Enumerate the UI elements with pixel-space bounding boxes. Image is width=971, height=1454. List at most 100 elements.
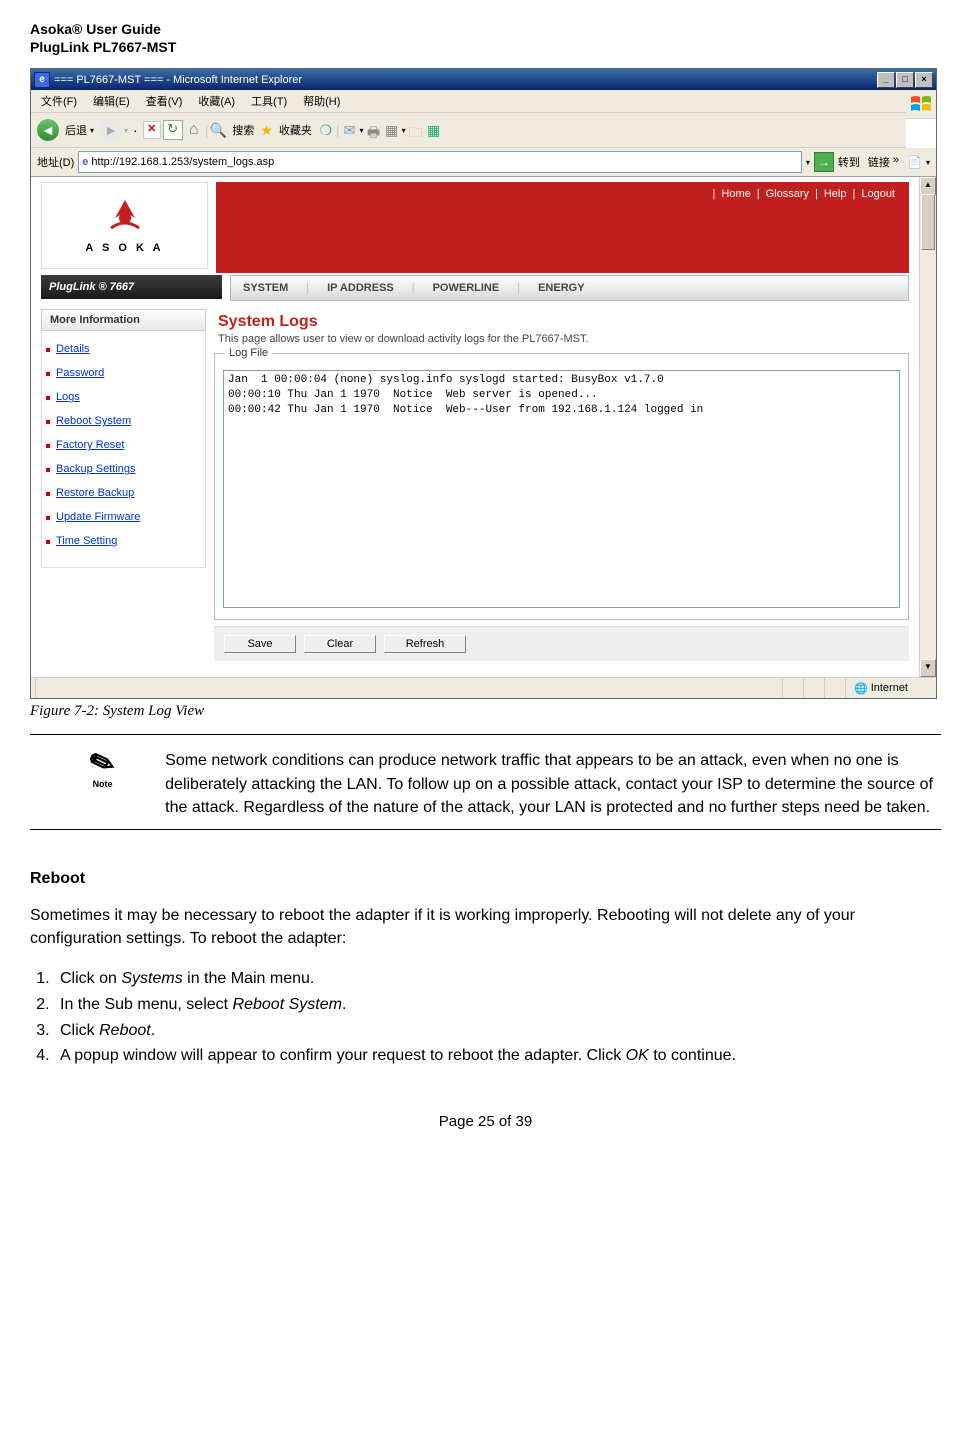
back-button[interactable]: 后退 ▾	[61, 120, 98, 140]
main-panel: System Logs This page allows user to vie…	[214, 309, 909, 661]
page-footer: Page 25 of 39	[30, 1113, 941, 1130]
step-2: In the Sub menu, select Reboot System.	[54, 992, 941, 1018]
address-bar: 地址(D) e http://192.168.1.253/system_logs…	[31, 148, 936, 177]
note-icon: ✎ Note	[90, 749, 115, 789]
sidebar: More Information Details Password Logs R…	[41, 309, 206, 661]
product-badge: PlugLink ® 7667	[41, 275, 222, 299]
sidebar-item-logs[interactable]: Logs	[56, 385, 195, 409]
scroll-thumb[interactable]	[921, 194, 935, 250]
asoka-text: A S O K A	[85, 242, 163, 254]
links-label[interactable]: 链接 »	[864, 154, 903, 170]
tab-energy[interactable]: ENERGY	[538, 282, 584, 294]
sidebar-item-reboot[interactable]: Reboot System	[56, 409, 195, 433]
note-text: Some network conditions can produce netw…	[165, 749, 941, 819]
search-button[interactable]: 搜索	[228, 120, 258, 140]
menu-view[interactable]: 查看(V)	[142, 92, 187, 110]
separator	[30, 734, 941, 735]
tab-powerline[interactable]: POWERLINE	[433, 282, 500, 294]
go-label[interactable]: 转到	[838, 154, 860, 170]
browser-window: e === PL7667-MST === - Microsoft Interne…	[30, 68, 937, 699]
go-icon[interactable]: →	[814, 152, 834, 172]
window-title: === PL7667-MST === - Microsoft Internet …	[54, 74, 302, 86]
maximize-button[interactable]: □	[896, 72, 914, 88]
edit-icon[interactable]: ▦	[384, 122, 400, 138]
status-zone: 🌐 Internet	[845, 678, 916, 698]
page-description: This page allows user to view or downloa…	[218, 333, 909, 345]
sidebar-item-details[interactable]: Details	[56, 337, 195, 361]
page-title: System Logs	[218, 313, 909, 331]
step-3: Click Reboot.	[54, 1018, 941, 1044]
sidebar-title: More Information	[41, 309, 206, 331]
sidebar-item-backup[interactable]: Backup Settings	[56, 457, 195, 481]
sidebar-item-update[interactable]: Update Firmware	[56, 505, 195, 529]
print-icon[interactable]: 🖶	[366, 122, 382, 138]
minimize-button[interactable]: _	[877, 72, 895, 88]
mail-icon[interactable]: ✉	[342, 122, 358, 138]
doc-title-2: PlugLink PL7667-MST	[30, 38, 941, 56]
address-label: 地址(D)	[37, 154, 74, 170]
sidebar-item-factory[interactable]: Factory Reset	[56, 433, 195, 457]
stop-icon[interactable]: ✕	[143, 121, 161, 139]
back-icon[interactable]: ◄	[37, 119, 59, 141]
menu-help[interactable]: 帮助(H)	[299, 92, 344, 110]
clear-button[interactable]: Clear	[304, 635, 376, 653]
address-input[interactable]: e http://192.168.1.253/system_logs.asp	[78, 151, 802, 173]
window-titlebar: e === PL7667-MST === - Microsoft Interne…	[31, 69, 936, 90]
tab-system[interactable]: SYSTEM	[243, 282, 288, 294]
scroll-up-icon[interactable]: ▲	[920, 177, 936, 195]
vertical-scrollbar[interactable]: ▲ ▼	[919, 177, 936, 677]
log-file-group: Log File	[214, 353, 909, 620]
log-textarea[interactable]	[223, 370, 900, 608]
url-text: http://192.168.1.253/system_logs.asp	[91, 156, 274, 168]
nav-help[interactable]: Help	[824, 188, 847, 273]
reboot-steps: Click on Systems in the Main menu. In th…	[30, 966, 941, 1068]
media-icon[interactable]: ❍	[318, 122, 334, 138]
windows-logo-icon	[906, 90, 936, 119]
step-1: Click on Systems in the Main menu.	[54, 966, 941, 992]
forward-icon: ►	[100, 119, 122, 141]
nav-home[interactable]: Home	[721, 188, 750, 273]
menu-file[interactable]: 文件(F)	[37, 92, 81, 110]
refresh-button[interactable]: Refresh	[384, 635, 466, 653]
menu-tools[interactable]: 工具(T)	[247, 92, 291, 110]
asoka-logo: A S O K A	[41, 182, 208, 269]
page-content: A S O K A |Home |Glossary |Help |Logout …	[31, 177, 936, 677]
ie-icon: e	[34, 72, 50, 88]
log-file-label: Log File	[225, 347, 272, 359]
internet-icon: 🌐	[854, 682, 868, 695]
top-banner: |Home |Glossary |Help |Logout	[216, 182, 909, 273]
menu-bar: 文件(F) 编辑(E) 查看(V) 收藏(A) 工具(T) 帮助(H)	[31, 90, 906, 113]
separator	[30, 829, 941, 830]
reboot-heading: Reboot	[30, 870, 941, 888]
menu-favorites[interactable]: 收藏(A)	[194, 92, 239, 110]
search-icon[interactable]: 🔍	[210, 122, 226, 138]
close-button[interactable]: ×	[915, 72, 933, 88]
refresh-icon[interactable]: ↻	[163, 120, 183, 140]
scroll-down-icon[interactable]: ▼	[920, 659, 936, 677]
doc-title-1: Asoka® User Guide	[30, 20, 941, 38]
pdf-icon[interactable]: 📄	[907, 155, 922, 169]
favorites-star-icon[interactable]: ★	[260, 122, 273, 139]
save-button[interactable]: Save	[224, 635, 296, 653]
sidebar-item-password[interactable]: Password	[56, 361, 195, 385]
note-block: ✎ Note Some network conditions can produ…	[30, 749, 941, 819]
action-row: Save Clear Refresh	[214, 626, 909, 661]
logo-icon	[105, 198, 145, 240]
nav-glossary[interactable]: Glossary	[766, 188, 809, 273]
research-icon[interactable]: ▦	[426, 122, 442, 138]
main-nav: SYSTEM| IP ADDRESS| POWERLINE| ENERGY	[230, 275, 909, 301]
sidebar-item-restore[interactable]: Restore Backup	[56, 481, 195, 505]
status-bar: 🌐 Internet	[31, 677, 936, 698]
reboot-intro: Sometimes it may be necessary to reboot …	[30, 904, 941, 950]
menu-edit[interactable]: 编辑(E)	[89, 92, 134, 110]
toolbar: ◄ 后退 ▾ ► ▾ · ✕ ↻ ⌂ | 🔍 搜索 ★ 收藏夹 ❍ | ✉ ▾ …	[31, 113, 906, 148]
favorites-button[interactable]: 收藏夹	[275, 120, 316, 140]
tab-ip[interactable]: IP ADDRESS	[327, 282, 394, 294]
nav-logout[interactable]: Logout	[861, 188, 895, 273]
figure-caption: Figure 7-2: System Log View	[30, 703, 941, 720]
folder-icon[interactable]: 🗀	[408, 122, 424, 138]
step-4: A popup window will appear to confirm yo…	[54, 1043, 941, 1069]
document-header: Asoka® User Guide PlugLink PL7667-MST	[30, 20, 941, 56]
home-icon[interactable]: ⌂	[185, 121, 203, 139]
sidebar-item-time[interactable]: Time Setting	[56, 529, 195, 553]
